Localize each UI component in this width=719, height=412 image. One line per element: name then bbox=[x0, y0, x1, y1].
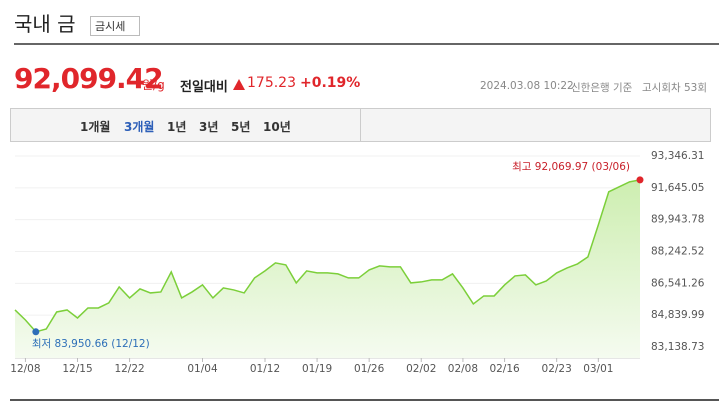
x-tick-label: 12/08 bbox=[10, 363, 40, 375]
tab[interactable]: 1개월 bbox=[80, 120, 111, 134]
x-tick-label: 01/04 bbox=[187, 363, 218, 375]
button[interactable]: 금시세 bbox=[90, 16, 141, 36]
bottom-line bbox=[10, 399, 719, 401]
high-label: 최고 92,069.97 (03/06) bbox=[512, 161, 630, 173]
x-tick-label: 01/26 bbox=[354, 363, 385, 375]
title: 국내 금 bbox=[14, 12, 76, 36]
tab-divider bbox=[360, 109, 361, 141]
y-tick-label: 84,839.99 bbox=[651, 309, 704, 321]
y-tick-label: 93,346.31 bbox=[651, 150, 704, 162]
change: 175.23 bbox=[247, 75, 296, 91]
tab[interactable]: 10년 bbox=[263, 120, 291, 134]
tab[interactable]: 3년 bbox=[199, 120, 219, 134]
line bbox=[14, 179, 641, 333]
x-tick-label: 01/12 bbox=[250, 363, 280, 375]
change-label: 전일대비 bbox=[180, 80, 228, 95]
change-pct: +0.19% bbox=[300, 75, 361, 91]
low-label: 최저 83,950.66 (12/12) bbox=[32, 338, 150, 350]
high-marker bbox=[636, 176, 644, 184]
tab[interactable]: 3개월 bbox=[124, 120, 155, 134]
price: 92,099.42 bbox=[14, 62, 164, 95]
y-tick-label: 88,242.52 bbox=[651, 245, 704, 257]
area bbox=[15, 179, 640, 358]
x-tick-label: 03/01 bbox=[583, 363, 613, 375]
round: 고시회차 53회 bbox=[642, 82, 707, 94]
x-tick-label: 02/16 bbox=[489, 363, 520, 375]
x-tick-label: 01/19 bbox=[302, 363, 332, 375]
x-tick-label: 12/22 bbox=[114, 363, 144, 375]
low-marker bbox=[32, 328, 40, 336]
tab[interactable]: 1년 bbox=[167, 120, 187, 134]
unit: 원/g bbox=[142, 78, 165, 92]
x-tick-label: 02/08 bbox=[448, 363, 478, 375]
x-tick-label: 12/15 bbox=[62, 363, 92, 375]
y-tick-label: 89,943.78 bbox=[651, 214, 704, 226]
tab[interactable]: 5년 bbox=[231, 120, 251, 134]
y-tick-label: 91,645.05 bbox=[651, 182, 704, 194]
up-arrow bbox=[233, 79, 245, 90]
source: 신한은행 기준 bbox=[571, 82, 633, 94]
y-tick-label: 86,541.26 bbox=[651, 277, 705, 289]
x-tick-label: 02/02 bbox=[406, 363, 436, 375]
x-tick-label: 02/23 bbox=[542, 363, 572, 375]
datetime: 2024.03.08 10:22 bbox=[480, 80, 574, 92]
y-tick-label: 83,138.73 bbox=[651, 341, 704, 353]
divider bbox=[14, 43, 719, 45]
